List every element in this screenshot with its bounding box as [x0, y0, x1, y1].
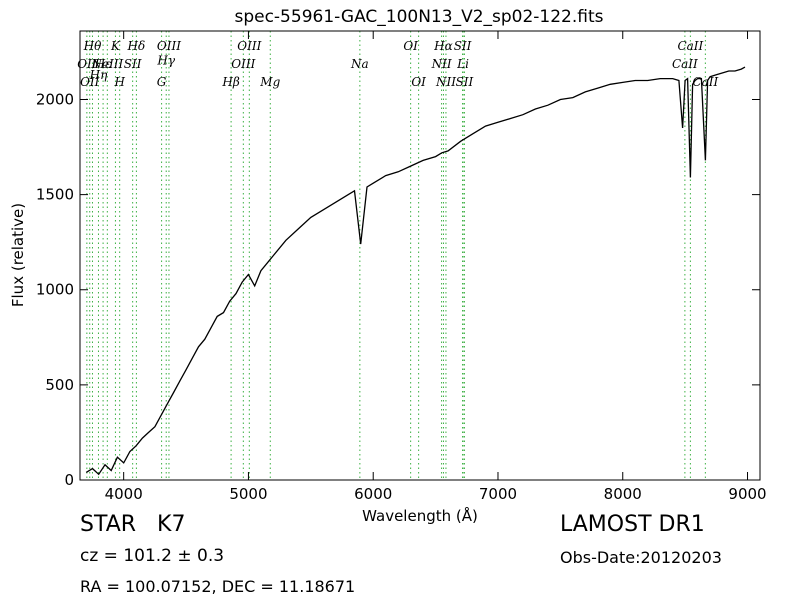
line-label: Na [350, 57, 369, 71]
line-label: NII [431, 57, 452, 71]
line-label: OIII [157, 39, 181, 53]
line-label: OII [77, 57, 97, 71]
line-label: K [110, 39, 121, 53]
y-tick-label: 2000 [36, 90, 74, 108]
y-tick-label: 0 [64, 471, 74, 489]
observation-date: Obs-Date:20120203 [560, 548, 722, 567]
spectrum-line [85, 66, 746, 476]
line-label: Hγ [156, 53, 175, 67]
line-markers [86, 31, 706, 480]
redshift-value: cz = 101.2 ± 0.3 [80, 546, 225, 566]
y-tick-label: 500 [45, 376, 74, 394]
line-label: NII [435, 75, 456, 89]
line-label: SII [456, 75, 474, 89]
line-label: Hα [433, 39, 453, 53]
line-label: Li [456, 57, 469, 71]
line-label: Hθ [83, 39, 102, 53]
x-tick-label: 4000 [105, 485, 143, 503]
line-label: CaII [672, 57, 698, 71]
survey-name: LAMOST DR1 [560, 512, 705, 537]
x-axis-label: Wavelength (Å) [362, 506, 478, 525]
line-label: SII [124, 57, 142, 71]
x-tick-label: 9000 [728, 485, 766, 503]
line-label: OIII [237, 39, 261, 53]
y-axis-label: Flux (relative) [9, 203, 27, 307]
line-label: Hβ [221, 75, 239, 89]
line-label: CaII [692, 75, 718, 89]
x-tick-label: 7000 [479, 485, 517, 503]
line-label: Hδ [127, 39, 146, 53]
line-label: Hε [94, 57, 112, 71]
line-label: H [113, 75, 125, 89]
line-label: OI [411, 75, 426, 89]
line-label: Hη [89, 68, 108, 82]
x-tick-label: 6000 [354, 485, 392, 503]
y-tick-label: 1500 [36, 186, 74, 204]
line-label: Mg [259, 75, 280, 89]
line-label: SII [454, 39, 472, 53]
line-label: OI [403, 39, 418, 53]
x-tick-label: 5000 [229, 485, 267, 503]
line-label: G [157, 75, 167, 89]
object-type: STAR K7 [80, 512, 186, 537]
x-tick-label: 8000 [604, 485, 642, 503]
axis-ticks: 4000 5000 6000 7000 8000 9000 0 500 1000 1500 2000 [36, 31, 767, 503]
plot-frame [79, 30, 761, 481]
line-label: CaII [677, 39, 703, 53]
y-tick-label: 1000 [36, 281, 74, 299]
line-labels: OIIOIIHθHηHεNeIIIKHSIIHδGHγOIIIHβOIIIOII… [77, 39, 718, 89]
coordinates: RA = 100.07152, DEC = 11.18671 [80, 577, 356, 596]
line-label: NeIII [90, 57, 123, 71]
line-label: OIII [231, 57, 255, 71]
line-label: OII [80, 75, 100, 89]
chart-title: spec-55961-GAC_100N13_V2_sp02-122.fits [234, 7, 603, 27]
